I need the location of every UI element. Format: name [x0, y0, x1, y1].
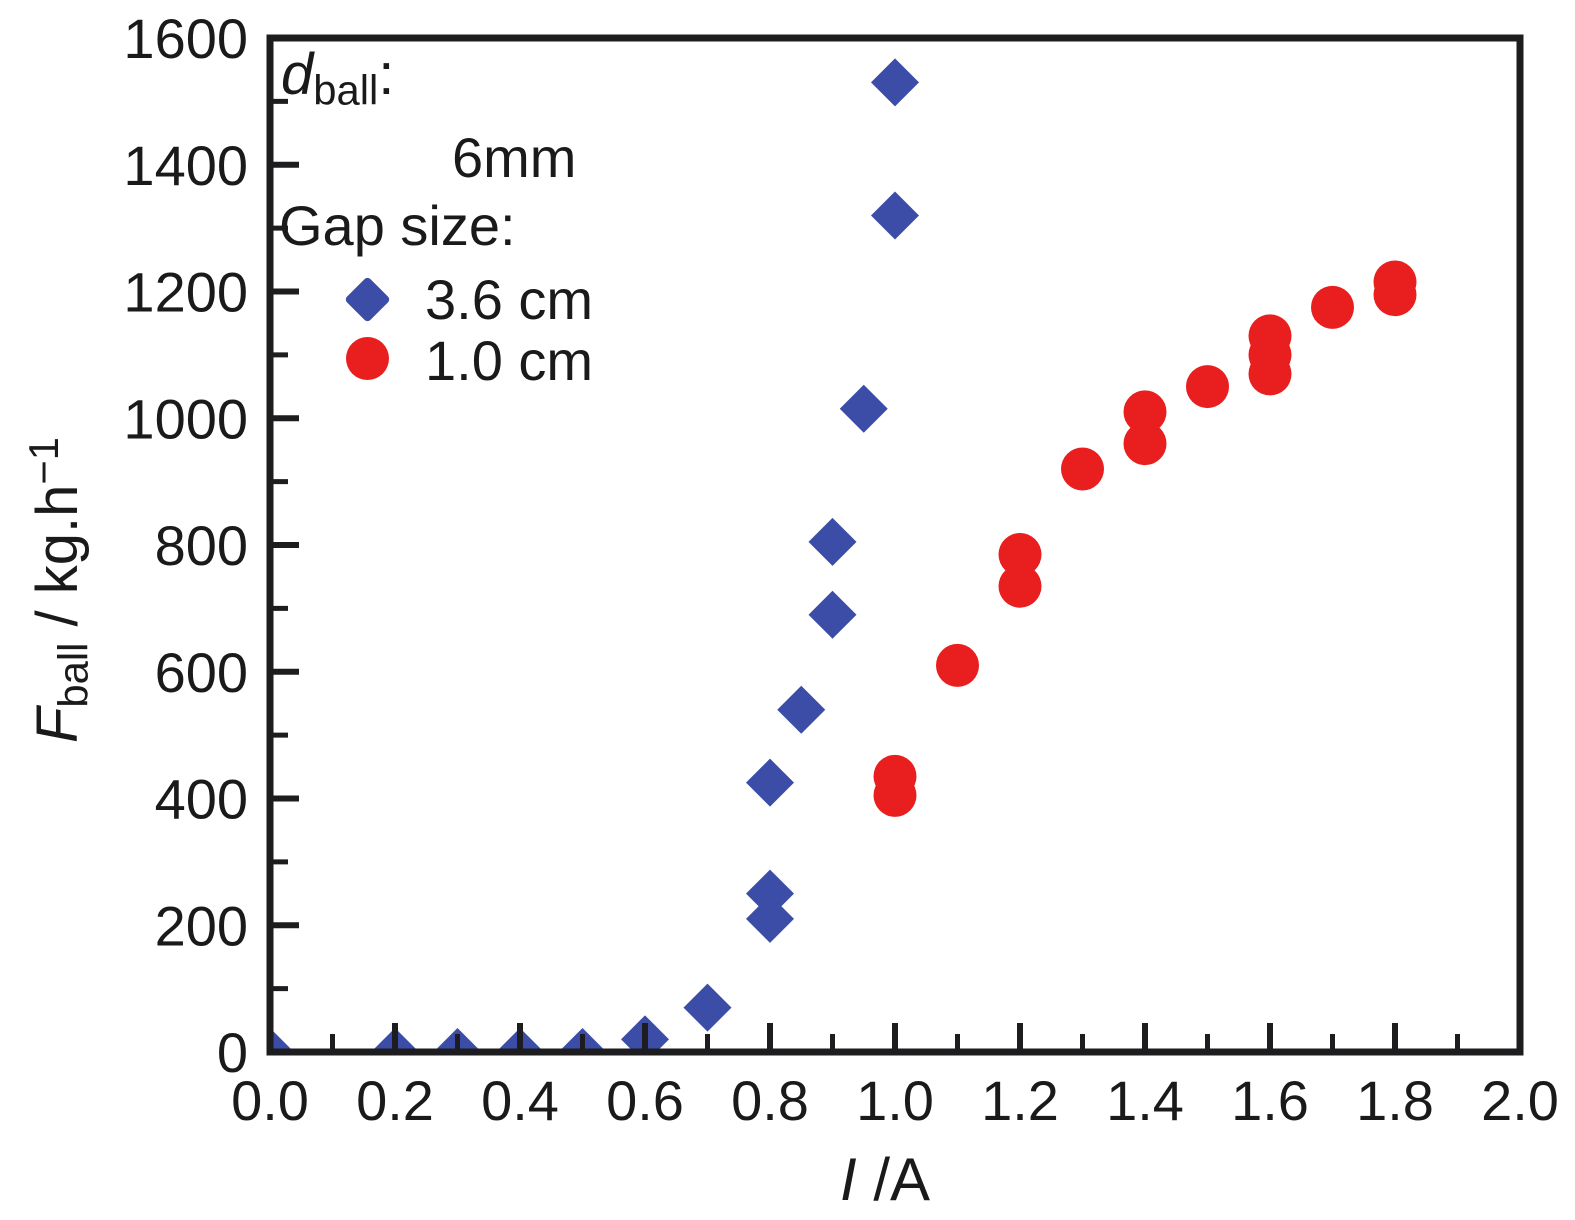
x-tick-label: 1.6 [1231, 1069, 1309, 1132]
x-tick-label: 0.2 [356, 1069, 434, 1132]
y-tick-label: 1600 [123, 7, 248, 70]
y-tick-label: 200 [155, 894, 248, 957]
data-point-circle-1-0-cm [998, 564, 1042, 608]
y-tick-label: 600 [155, 641, 248, 704]
data-point-diamond-3-6-cm [746, 758, 794, 807]
y-tick-label: 1000 [123, 387, 248, 450]
data-point-diamond-3-6-cm [871, 191, 919, 240]
data-point-circle-1-0-cm [1311, 285, 1354, 329]
data-point-diamond-3-6-cm [746, 869, 794, 918]
legend-ball-diameter-value: 6mm [452, 126, 577, 189]
data-point-diamond-3-6-cm [270, 1028, 294, 1052]
data-point-diamond-3-6-cm [871, 58, 919, 107]
legend-title-subscript: ball [313, 66, 379, 114]
legend-entry-label-1-0cm: 1.0 cm [425, 329, 594, 392]
legend-title: dball: [281, 46, 394, 111]
y-tick-label: 800 [155, 514, 248, 577]
x-tick-label: 0.0 [231, 1069, 309, 1132]
data-point-diamond-3-6-cm [839, 384, 888, 433]
x-tick-label: 0.6 [606, 1069, 684, 1132]
data-point-diamond-3-6-cm [808, 517, 857, 566]
plot-frame [266, 34, 1524, 1056]
data-point-diamond-3-6-cm [746, 894, 794, 943]
data-point-diamond-3-6-cm [683, 983, 732, 1032]
axis-tick-labels: 0.0 0.2 0.4 0.6 0.8 1.0 1.2 1.4 1.6 1.8 2.0 0 200 400… [123, 7, 1559, 1132]
data-point-circle-1-0-cm [873, 754, 917, 798]
plot-area [270, 58, 1417, 1052]
x-tick-label: 1.0 [856, 1069, 934, 1132]
data-point-diamond-3-6-cm [777, 685, 826, 734]
legend-title-symbol: d [281, 42, 314, 107]
x-tick-label: 2.0 [1481, 1069, 1559, 1132]
data-point-circle-1-0-cm [1373, 260, 1417, 304]
legend-entry-label-3-6cm: 3.6 cm [425, 268, 594, 331]
legend-gap-size-label: Gap size: [279, 194, 516, 257]
data-point-circle-1-0-cm [1186, 365, 1229, 409]
data-point-circle-1-0-cm [1123, 390, 1167, 434]
data-point-circle-1-0-cm [1123, 422, 1167, 466]
data-point-circle-1-0-cm [1061, 447, 1104, 491]
y-axis-title-subscript: ball [49, 642, 97, 708]
x-axis-title-units: /A [856, 1146, 931, 1213]
data-point-circle-1-0-cm [1248, 314, 1292, 358]
x-axis-title-symbol: I [839, 1146, 857, 1213]
x-tick-label: 0.4 [481, 1069, 559, 1132]
y-tick-label: 1200 [123, 261, 248, 324]
x-tick-label: 1.2 [981, 1069, 1059, 1132]
x-tick-label: 1.8 [1356, 1069, 1434, 1132]
data-point-diamond-3-6-cm [808, 590, 857, 639]
y-axis-title-symbol: F [25, 707, 90, 744]
x-tick-label: 0.8 [731, 1069, 809, 1132]
y-tick-label: 1400 [123, 134, 248, 197]
legend-circle-marker-icon [346, 337, 389, 380]
y-tick-label: 400 [155, 768, 248, 831]
data-point-circle-1-0-cm [998, 533, 1042, 577]
x-tick-label: 1.4 [1106, 1069, 1184, 1132]
y-axis-title: Fball / kg.h−1 [20, 437, 96, 743]
y-tick-label: 0 [217, 1021, 248, 1084]
y-axis-title-exponent: −1 [20, 436, 68, 485]
x-axis-title: I /A [840, 1150, 930, 1210]
legend-title-colon: : [378, 42, 395, 107]
axis-ticks [267, 35, 1523, 1055]
data-point-circle-1-0-cm [936, 643, 979, 687]
y-axis-title-units: / kg.h [25, 484, 90, 643]
